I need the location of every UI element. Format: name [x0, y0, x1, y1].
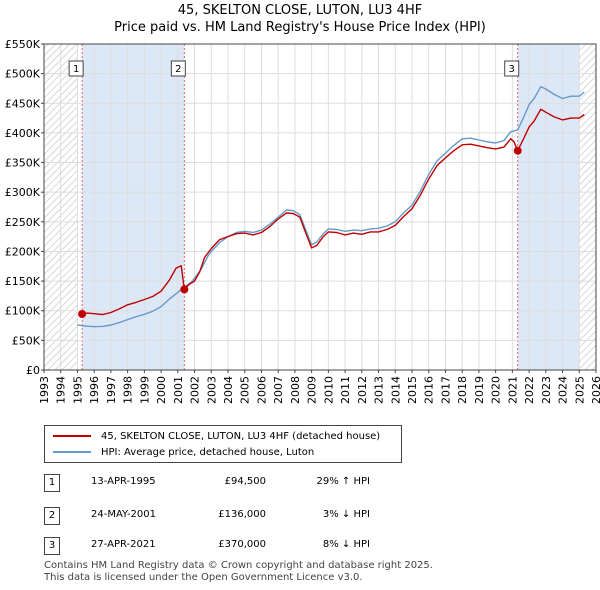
transaction-price: £370,000 — [218, 539, 266, 550]
x-tick-label: 2024 — [557, 376, 570, 404]
x-tick-label: 1995 — [71, 376, 84, 404]
footer-line-2: This data is licensed under the Open Gov… — [44, 572, 363, 583]
sale-label-frame — [68, 60, 84, 77]
y-tick-label: £400K — [5, 127, 41, 140]
sale-label-frame — [170, 60, 186, 77]
x-tick-label: 2010 — [322, 376, 335, 404]
footer-line-1: Contains HM Land Registry data © Crown c… — [44, 560, 433, 571]
x-tick-label: 2015 — [406, 376, 419, 404]
chart-legend: 45, SKELTON CLOSE, LUTON, LU3 4HF (detac… — [44, 425, 402, 463]
x-tick-label: 2002 — [189, 376, 202, 404]
x-tick-label: 1998 — [122, 376, 135, 404]
x-tick-label: 2014 — [389, 376, 402, 404]
x-tick-label: 2019 — [473, 376, 486, 404]
legend-label-property: 45, SKELTON CLOSE, LUTON, LU3 4HF (detac… — [101, 430, 381, 442]
sale-label-frame — [504, 60, 520, 77]
hpi-line — [77, 86, 585, 328]
price-chart: 1 2 3 £0 £50K £100K £150K £200K £250K £300K £350K… — [5, 38, 600, 404]
y-tick-label: £150K — [5, 275, 41, 288]
y-tick-label: £0 — [26, 364, 40, 377]
y-tick-label: £450K — [5, 97, 41, 110]
sale-point — [180, 285, 189, 294]
transaction-price: £94,500 — [224, 476, 266, 487]
x-tick-label: 2011 — [339, 376, 352, 404]
sale-label: 3 — [509, 64, 515, 75]
chart-title: 45, SKELTON CLOSE, LUTON, LU3 4HF Price … — [0, 2, 600, 36]
x-tick-label: 1993 — [38, 376, 51, 404]
transaction-hpi-diff: 29% ↑ HPI — [316, 476, 370, 487]
x-tick-label: 2001 — [172, 376, 185, 404]
transaction-date: 13-APR-1995 — [91, 476, 156, 487]
x-tick-label: 2007 — [272, 376, 285, 404]
transaction-badge: 2 — [44, 507, 60, 525]
y-tick-label: £100K — [5, 305, 41, 318]
sale-label-box: 2 — [170, 60, 186, 77]
y-tick-label: £250K — [5, 216, 41, 229]
transaction-hpi-diff: 3% ↓ HPI — [322, 509, 370, 520]
transaction-date: 24-MAY-2001 — [91, 509, 157, 520]
x-tick-label: 2012 — [356, 376, 369, 404]
x-tick-label: 1996 — [88, 376, 101, 404]
footer-attribution: Contains HM Land Registry data © Crown c… — [44, 560, 433, 584]
title-line-2: Price paid vs. HM Land Registry's House … — [114, 20, 486, 35]
transaction-date: 27-APR-2021 — [91, 539, 156, 550]
legend-swatch-property — [53, 435, 91, 437]
legend-swatch-hpi — [53, 451, 91, 453]
x-tick-label: 2018 — [456, 376, 469, 404]
sale-point — [78, 309, 87, 318]
sale-label-box: 3 — [504, 60, 520, 77]
transaction-hpi-diff: 8% ↓ HPI — [322, 539, 370, 550]
x-tick-label: 2026 — [590, 376, 600, 404]
x-tick-label: 2013 — [373, 376, 386, 404]
y-tick-label: £550K — [5, 38, 41, 51]
x-tick-label: 2021 — [506, 376, 519, 404]
x-tick-label: 2004 — [222, 376, 235, 404]
x-tick-label: 1999 — [138, 376, 151, 404]
y-tick-label: £200K — [5, 245, 41, 258]
title-line-1: 45, SKELTON CLOSE, LUTON, LU3 4HF — [177, 3, 423, 18]
y-tick-label: £300K — [5, 186, 41, 199]
x-tick-label: 2009 — [306, 376, 319, 404]
x-tick-label: 1994 — [55, 376, 68, 404]
x-tick-label: 2008 — [289, 376, 302, 404]
x-tick-label: 2023 — [540, 376, 553, 404]
x-tick-label: 2005 — [239, 376, 252, 404]
x-tick-label: 2020 — [490, 376, 503, 404]
sale-label-box: 1 — [68, 60, 84, 77]
legend-item-hpi: HPI: Average price, detached house, Luto… — [53, 445, 314, 459]
legend-label-hpi: HPI: Average price, detached house, Luto… — [101, 446, 315, 458]
x-tick-label: 2016 — [423, 376, 436, 404]
no-data-hatch — [579, 44, 596, 370]
x-tick-label: 2017 — [439, 376, 452, 404]
legend-item-property: 45, SKELTON CLOSE, LUTON, LU3 4HF (detac… — [53, 429, 380, 443]
sale-label: 1 — [73, 64, 79, 75]
x-tick-label: 2000 — [155, 376, 168, 404]
sale-point — [513, 146, 522, 155]
x-tick-label: 2022 — [523, 376, 536, 404]
x-tick-label: 1997 — [105, 376, 118, 404]
y-tick-label: £350K — [5, 157, 41, 170]
y-tick-label: £500K — [5, 68, 41, 81]
transaction-badge: 3 — [44, 537, 60, 555]
transaction-price: £136,000 — [218, 509, 266, 520]
x-tick-label: 2006 — [255, 376, 268, 404]
transaction-badge: 1 — [44, 474, 60, 492]
x-tick-label: 2003 — [205, 376, 218, 404]
y-tick-label: £50K — [12, 334, 41, 347]
x-tick-label: 2025 — [573, 376, 586, 404]
ownership-shading — [82, 44, 185, 370]
property-price-line — [81, 108, 585, 316]
sale-label: 2 — [175, 64, 181, 75]
plot-frame — [43, 43, 597, 371]
